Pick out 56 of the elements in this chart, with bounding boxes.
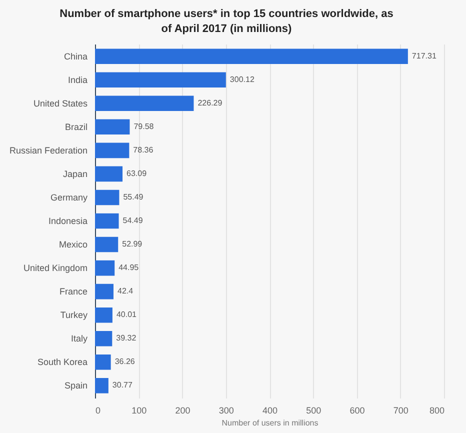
y-tick-label: Russian Federation — [9, 145, 88, 156]
x-tick-label: 600 — [350, 406, 365, 416]
bar — [95, 72, 226, 88]
y-tick-label: United States — [33, 98, 88, 108]
data-label: 78.36 — [133, 145, 154, 154]
x-tick-label: 100 — [132, 406, 147, 416]
y-tick-label: Turkey — [60, 310, 88, 320]
data-label: 55.49 — [123, 192, 144, 202]
data-label: 226.29 — [198, 98, 223, 108]
data-label: 42.4 — [117, 286, 134, 296]
y-tick-label: Brazil — [64, 122, 88, 132]
data-label: 30.77 — [112, 380, 133, 390]
bar — [95, 378, 108, 394]
chart-title: Number of smartphone users* in top 15 countries worldwide, as of April 2017 (in millions) — [60, 8, 394, 35]
y-tick-label: United Kingdom — [23, 263, 88, 274]
data-label: 44.95 — [118, 263, 140, 272]
x-tick-label: 500 — [306, 406, 322, 416]
bar — [95, 48, 408, 64]
y-tick-label: South Korea — [37, 357, 88, 368]
bar — [95, 142, 130, 158]
bar — [95, 166, 123, 182]
y-tick-label: Spain — [64, 380, 88, 391]
data-label: 717.31 — [412, 51, 437, 60]
data-label: 39.32 — [116, 334, 137, 343]
data-label: 79.58 — [134, 122, 154, 131]
x-tick-label: 400 — [262, 406, 278, 416]
y-tick-label: Mexico — [58, 240, 88, 250]
x-axis-title: Number of users in millions — [222, 418, 318, 428]
data-label: 40.01 — [116, 310, 138, 320]
bar — [95, 307, 112, 323]
y-tick-label: Italy — [70, 334, 88, 344]
data-label: 54.49 — [122, 216, 144, 225]
y-tick-label: Indonesia — [48, 216, 88, 226]
bar — [95, 284, 114, 300]
data-label: 300.12 — [230, 74, 255, 84]
bar — [95, 190, 120, 206]
bar — [95, 119, 130, 135]
bar — [95, 260, 115, 276]
data-label: 36.26 — [114, 357, 136, 366]
x-tick-label: 0 — [96, 406, 101, 416]
bar — [95, 96, 194, 112]
x-tick-label: 200 — [175, 406, 190, 416]
x-tick-label: 800 — [429, 406, 444, 416]
x-tick-label: 300 — [218, 406, 234, 416]
bar — [95, 213, 119, 229]
data-label: 63.09 — [126, 168, 148, 178]
y-tick-label: France — [59, 286, 88, 297]
bar — [95, 354, 111, 370]
y-tick-label: Germany — [50, 192, 88, 202]
y-tick-label: Japan — [62, 168, 88, 179]
x-tick-label: 700 — [393, 406, 408, 416]
bar — [95, 330, 112, 346]
y-tick-label: China — [64, 51, 88, 62]
data-label: 52.99 — [122, 240, 143, 249]
bar — [95, 236, 118, 252]
y-tick-label: India — [68, 74, 88, 85]
